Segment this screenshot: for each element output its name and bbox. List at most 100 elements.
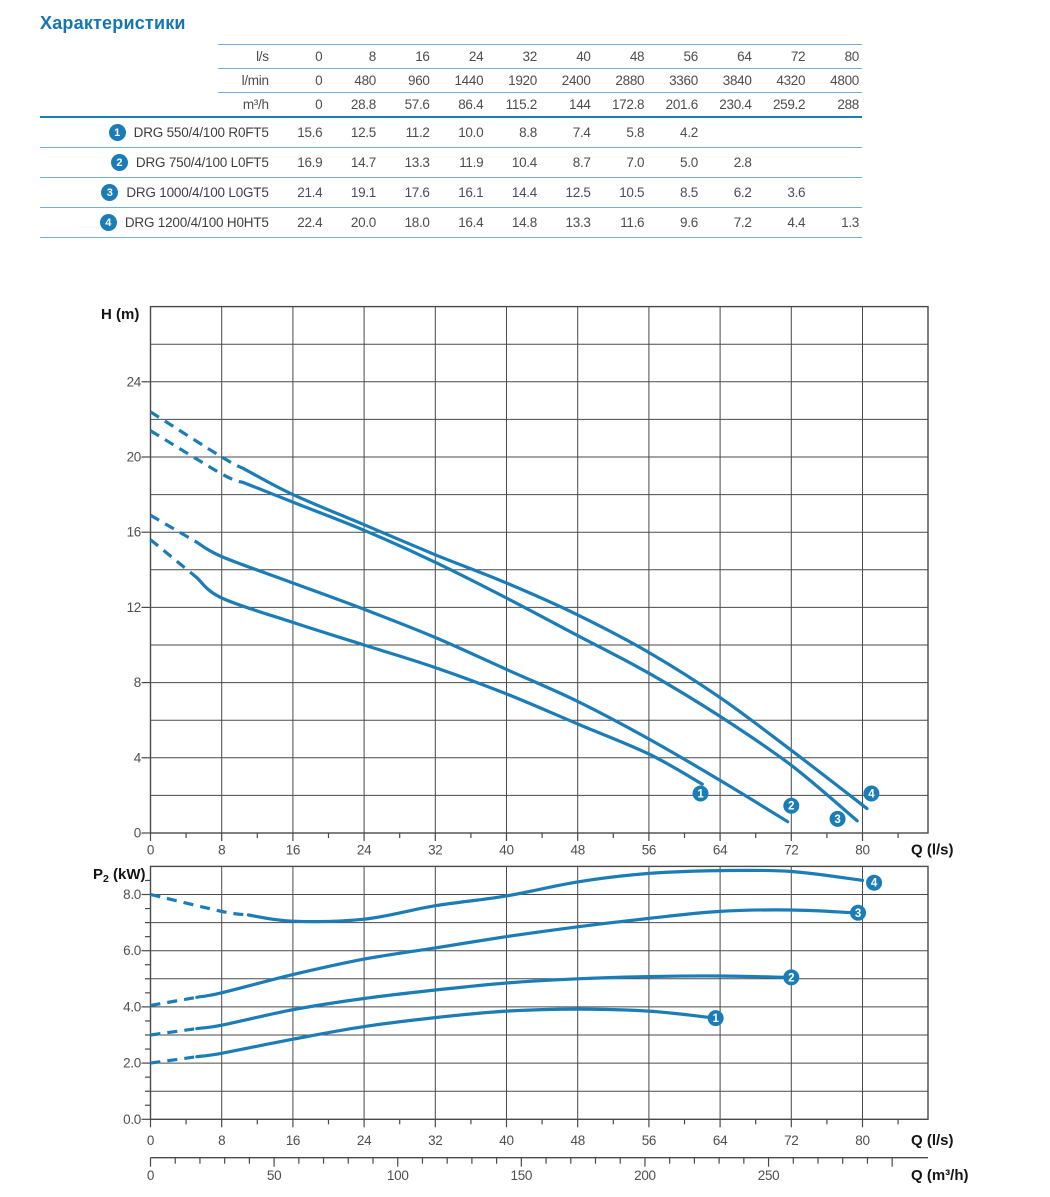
model-name: DRG 1200/4/100 H0HT5 [124,215,269,230]
head-value-cell: 7.0 [593,147,648,178]
curve-1-dashed-segment [150,1055,198,1065]
curve-3-dashed-segment [149,429,245,485]
head-value-cell: 7.4 [539,116,594,148]
curve-1 [149,538,704,786]
marker-circle [692,785,709,802]
y-tick-label: 8.0 [123,887,141,902]
curve-2-solid-segment [195,974,789,1031]
marker-number: 2 [788,801,794,813]
plot-border [149,865,929,1121]
marker-circle [863,785,880,802]
curve-3-solid-segment [242,481,859,823]
y-tick-label: 16 [127,525,141,540]
curve-3 [150,908,856,1008]
head-value-cell: 8.7 [539,147,594,178]
unit-value-cell: 4320 [754,68,809,93]
model-number-badge: 4 [99,214,117,231]
model-cell: 4 DRG 1200/4/100 H0HT5 [40,207,272,238]
curve-4-dashed-segment [149,410,245,471]
head-value-cell [754,147,809,178]
unit-value-cell: 40 [539,44,594,69]
marker-number: 1 [712,1013,719,1025]
y-axis-title-subscript: 2 [103,873,109,885]
head-value-cell: 7.2 [700,207,755,238]
x-tick-label: 80 [855,1133,869,1148]
unit-value-cell: 960 [378,68,433,93]
x2-tick-label: 200 [634,1168,656,1183]
x-tick-label: 0 [147,1133,154,1148]
unit-value-cell: 201.6 [647,92,701,117]
curve-4-solid-segment [242,467,869,811]
x-tick-label: 32 [428,843,442,858]
head-value-cell: 13.3 [378,147,433,178]
curve-marker-1: 1 [692,785,709,802]
unit-value-cell: 48 [593,44,648,69]
head-value-cell: 1.3 [808,207,862,238]
model-name: DRG 1000/4/100 L0GT5 [126,185,269,200]
head-value-cell: 21.4 [271,177,326,208]
axis-ticks [141,381,899,841]
head-value-cell: 5.0 [647,147,701,178]
x-tick-label: 72 [784,843,798,858]
y-tick-label: 20 [127,450,141,465]
unit-value-cell: 1920 [486,68,540,93]
unit-value-cell: 64 [700,44,755,69]
curve-marker-1: 1 [707,1010,724,1027]
unit-label: l/s [218,44,272,69]
marker-circle [707,1010,724,1027]
gridlines [150,306,928,833]
x-tick-label: 40 [499,1133,513,1148]
x-tick-label: 72 [784,1133,798,1148]
curve-marker-2: 2 [783,797,800,814]
curve-marker-2: 2 [783,969,800,986]
x-tick-label: 32 [428,1133,442,1148]
head-value-cell: 18.0 [378,207,433,238]
curve-1-solid-segment [195,576,704,786]
x-tick-label: 16 [286,1133,300,1148]
x-tick-label: 24 [357,843,372,858]
x-axis-title: Q (l/s) [911,1132,954,1149]
x-tick-label: 48 [570,1133,584,1148]
model-number-badge: 1 [108,124,126,141]
unit-value-cell: 16 [378,44,433,69]
y-tick-label: 6.0 [123,943,141,958]
head-value-cell: 14.7 [325,147,379,178]
unit-value-cell: 32 [486,44,540,69]
unit-label: l/min [218,68,272,93]
curve-1-dashed-segment [149,538,198,579]
head-value-cell [808,147,862,178]
curve-2-dashed-segment [150,1027,198,1037]
curve-4 [150,868,865,924]
head-value-cell: 2.8 [700,147,755,178]
unit-label: m³/h [218,92,272,117]
unit-value-cell: 4800 [808,68,862,93]
marker-number: 4 [868,789,875,801]
x2-tick-label: 150 [511,1168,533,1183]
head-value-cell: 11.6 [593,207,648,238]
marker-number: 3 [834,814,840,826]
y-tick-label: 0 [134,826,141,841]
head-value-cell: 4.2 [647,116,701,148]
y-axis-title-unit: (kW) [109,866,146,883]
curve-2 [150,974,789,1037]
head-value-cell [700,116,755,148]
head-value-cell: 20.0 [325,207,379,238]
x2-tick-label: 0 [147,1168,154,1183]
curve-2 [149,513,790,824]
x-tick-label: 56 [642,1133,656,1148]
pump-model-row: 4 DRG 1200/4/100 H0HT5 22.4 20.0 18.0 16.4 14.… [40,207,862,238]
x-tick-label: 64 [713,1133,728,1148]
unit-row: m³/h 0 28.8 57.6 86.4 115.2 144 172.8 201.6 230.4… [40,92,862,117]
curve-3-dashed-segment [150,995,198,1008]
unit-value-cell: 259.2 [754,92,809,117]
y-axis-title: H (m) [101,306,139,323]
x-tick-label: 16 [286,843,300,858]
head-value-cell: 10.4 [486,147,540,178]
head-value-cell: 8.5 [647,177,701,208]
head-value-cell: 13.3 [539,207,594,238]
model-number-badge: 2 [110,154,128,171]
y-tick-label: 24 [127,374,142,389]
secondary-x-axis: 0 50 100 150 200 250 Q (m³/h) [147,1156,969,1184]
x2-axis-title: Q (m³/h) [911,1167,969,1184]
x-tick-label: 64 [713,843,728,858]
